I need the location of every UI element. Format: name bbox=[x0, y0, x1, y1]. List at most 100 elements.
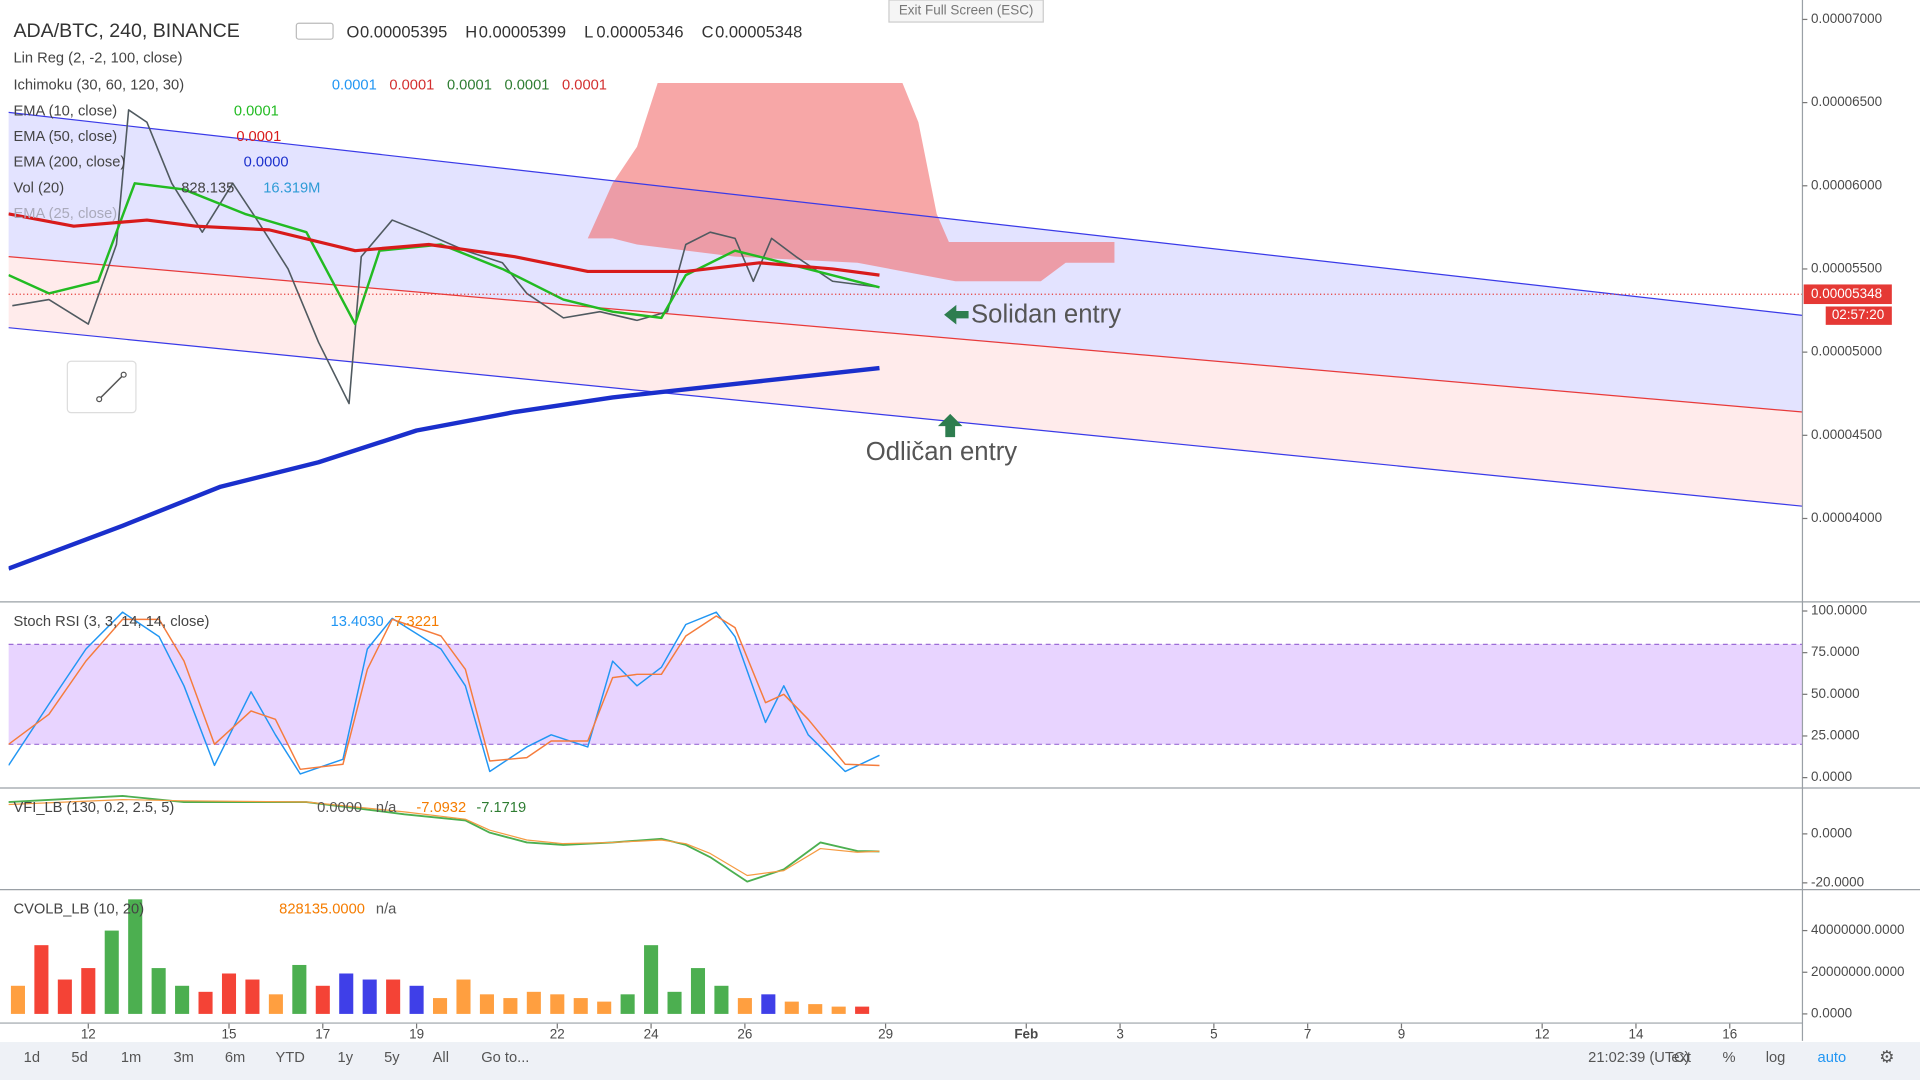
bar bbox=[386, 979, 401, 1014]
bar bbox=[245, 979, 260, 1014]
series-line bbox=[8, 365, 880, 571]
channel-line bbox=[8, 111, 1803, 316]
bar bbox=[456, 979, 471, 1014]
x-tick-label: 9 bbox=[1398, 1026, 1405, 1041]
exit-fullscreen-box[interactable] bbox=[888, 0, 1044, 23]
x-tick-label: 12 bbox=[81, 1026, 96, 1041]
series-line bbox=[8, 798, 880, 877]
x-tick-label: 17 bbox=[315, 1026, 330, 1041]
period-button[interactable]: 1m bbox=[121, 1050, 141, 1066]
indicator-legend[interactable]: Vol (20) bbox=[13, 180, 64, 196]
bar bbox=[315, 985, 330, 1014]
period-button[interactable]: 1y bbox=[338, 1050, 354, 1066]
x-tick-label: 15 bbox=[222, 1026, 237, 1041]
band-fill bbox=[8, 644, 1803, 745]
ichimoku-cloud bbox=[587, 82, 1115, 282]
plot-layer bbox=[8, 82, 1803, 1014]
bar bbox=[221, 973, 237, 1014]
ichimoku-values: 0.0001 0.0001 0.0001 0.0001 0.0001 bbox=[332, 78, 607, 94]
channel-line bbox=[8, 256, 1803, 413]
bar bbox=[503, 998, 518, 1014]
y-tick-label: 20000000.0000 bbox=[1811, 964, 1905, 979]
trendline-icon-end bbox=[96, 396, 103, 403]
indicator-legend[interactable]: VFI_LB (130, 0.2, 2.5, 5) bbox=[13, 800, 174, 816]
bar bbox=[761, 994, 776, 1014]
bar bbox=[198, 991, 213, 1014]
bar bbox=[644, 945, 659, 1014]
y-tick-label: 0.0000 bbox=[1811, 825, 1852, 840]
bar bbox=[479, 994, 494, 1014]
arrow-up bbox=[937, 413, 963, 438]
clock: 21:02:39 (UTC) bbox=[1588, 1050, 1689, 1066]
indicator-value: 0.0001 bbox=[389, 78, 434, 94]
goto-button[interactable]: Go to... bbox=[481, 1050, 529, 1066]
x-tick-label: Feb bbox=[1014, 1026, 1038, 1041]
series-line bbox=[12, 109, 880, 405]
x-tick-label: 16 bbox=[1722, 1026, 1737, 1041]
channel-lower-fill bbox=[8, 256, 1803, 507]
period-button[interactable]: YTD bbox=[276, 1050, 305, 1066]
ohlc-key: O bbox=[347, 22, 360, 41]
legend-buttons[interactable] bbox=[295, 22, 334, 40]
indicator-legend[interactable]: EMA (50, close) bbox=[13, 129, 117, 145]
y-tick-label: 0.00007000 bbox=[1811, 11, 1882, 26]
indicator-value: 828.135 bbox=[181, 180, 234, 196]
indicator-value: 0.0000 bbox=[317, 800, 362, 816]
trendline-icon[interactable] bbox=[98, 374, 125, 400]
indicator-value: n/a bbox=[376, 800, 397, 816]
annotation: Odličan entry bbox=[866, 438, 1018, 466]
bar bbox=[573, 998, 588, 1014]
bar bbox=[10, 985, 25, 1014]
indicator-value: 0.0001 bbox=[447, 78, 492, 94]
period-button[interactable]: 1d bbox=[24, 1050, 40, 1066]
period-button[interactable]: 5y bbox=[384, 1050, 400, 1066]
drawing-widget[interactable] bbox=[66, 360, 137, 414]
bar bbox=[597, 1001, 612, 1014]
bar bbox=[151, 968, 166, 1014]
option-button[interactable]: ext bbox=[1671, 1050, 1691, 1066]
last-price-label: 0.00005348 bbox=[1811, 286, 1882, 301]
indicator-legend-faded[interactable]: EMA (25, close) bbox=[13, 206, 117, 222]
trendline-icon-end bbox=[120, 371, 127, 378]
pane bbox=[8, 82, 1803, 571]
bar bbox=[409, 985, 424, 1014]
bar bbox=[268, 994, 283, 1014]
x-tick-label: 29 bbox=[878, 1026, 893, 1041]
period-button[interactable]: 3m bbox=[173, 1050, 193, 1066]
y-tick-label: 0.0000 bbox=[1811, 1005, 1852, 1020]
cvolb-values: 828135.0000 n/a bbox=[279, 902, 397, 918]
indicator-value: 828135.0000 bbox=[279, 902, 365, 918]
exit-fullscreen[interactable]: Exit Full Screen (ESC) bbox=[899, 3, 1034, 18]
period-button[interactable]: 5d bbox=[71, 1050, 87, 1066]
period-button[interactable]: 6m bbox=[225, 1050, 245, 1066]
indicator-legend[interactable]: Lin Reg (2, -2, 100, close) bbox=[13, 51, 182, 67]
y-tick-label: 0.00004500 bbox=[1811, 427, 1882, 442]
y-tick-label: 0.00005000 bbox=[1811, 344, 1882, 359]
annotation: Solidan entry bbox=[971, 301, 1121, 329]
ohlc-key: H bbox=[465, 22, 477, 41]
indicator-value: 13.4030 bbox=[331, 614, 384, 630]
option-button[interactable]: % bbox=[1722, 1050, 1735, 1066]
ohlc-value: 0.00005348 bbox=[715, 22, 802, 41]
toolbar-items: 1d 5d 1m 3m 6m YTD 1y 5y All Go to... ext% log auto bbox=[24, 1050, 1846, 1066]
x-tick-label: 14 bbox=[1628, 1026, 1643, 1041]
option-button[interactable]: log bbox=[1766, 1050, 1786, 1066]
indicator-value: 0.0001 bbox=[562, 78, 607, 94]
bar bbox=[808, 1004, 823, 1014]
indicator-legend[interactable]: EMA (200, close) bbox=[13, 155, 125, 171]
bar bbox=[831, 1006, 846, 1014]
x-tick-label: 5 bbox=[1210, 1026, 1217, 1041]
option-button[interactable]: auto bbox=[1818, 1050, 1847, 1066]
series-line bbox=[8, 615, 880, 771]
bar bbox=[175, 985, 190, 1014]
indicator-legend[interactable]: Stoch RSI (3, 3, 14, 14, close) bbox=[13, 614, 209, 630]
period-button[interactable]: All bbox=[433, 1050, 449, 1066]
indicator-legend[interactable]: CVOLB_LB (10, 20) bbox=[13, 902, 144, 918]
y-tick-label: 25.0000 bbox=[1811, 728, 1860, 743]
indicator-legend[interactable]: Ichimoku (30, 60, 120, 30) bbox=[13, 78, 184, 94]
bar bbox=[784, 1001, 799, 1014]
settings-icon[interactable]: ⚙ bbox=[1879, 1046, 1894, 1066]
indicator-value: 16.319M bbox=[263, 180, 320, 196]
indicator-legend[interactable]: EMA (10, close) bbox=[13, 103, 117, 119]
indicator-value: 0.0001 bbox=[332, 78, 377, 94]
